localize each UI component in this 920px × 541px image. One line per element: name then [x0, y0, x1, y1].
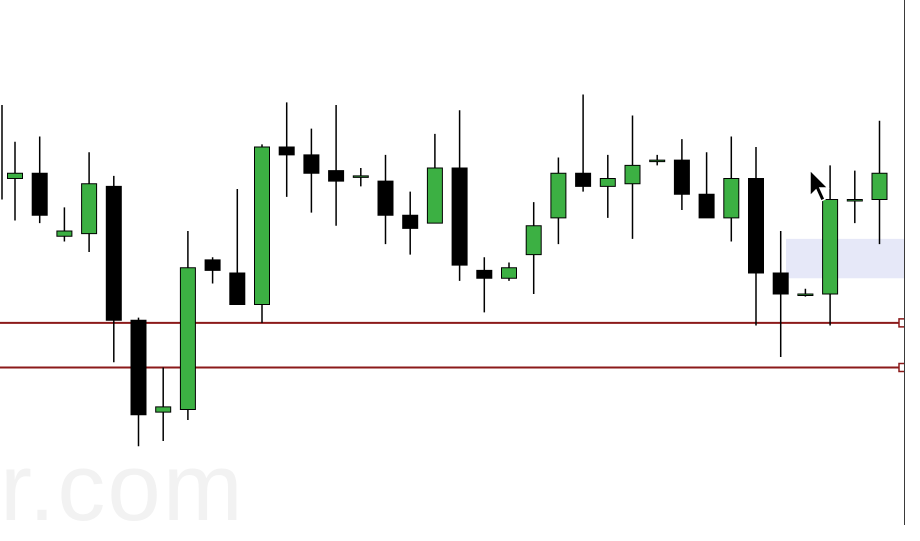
candle-body-bearish [31, 172, 48, 216]
candle-body-bearish [204, 259, 221, 271]
candle [550, 157, 567, 245]
selection-band [786, 238, 904, 279]
candle-body-bearish [772, 272, 789, 295]
candle [328, 105, 345, 226]
candle-body-bearish [303, 154, 320, 174]
candle-body-bullish [624, 164, 641, 185]
candle [624, 115, 641, 239]
candle-body-bearish [698, 193, 715, 219]
candle-body-bullish [501, 267, 517, 279]
candle [698, 152, 715, 219]
candle-body-bearish [476, 269, 493, 279]
watermark-text: r.com [0, 434, 245, 541]
candle-body-bearish [402, 214, 419, 229]
candle-body-bearish [278, 146, 295, 156]
candle-body-bearish [575, 172, 592, 187]
candle [155, 367, 172, 441]
candle-body-bullish [7, 172, 23, 179]
candle-body-bearish [451, 167, 468, 266]
candle [673, 139, 690, 210]
candle [204, 257, 221, 284]
candle [772, 231, 789, 357]
candle [254, 144, 270, 323]
candle [501, 262, 517, 281]
candle [797, 288, 814, 297]
candle-body-bullish [525, 225, 542, 256]
candle-body-bearish [130, 319, 147, 416]
candle-body-bearish [229, 272, 246, 305]
candle-body-bullish [871, 172, 888, 200]
candle-body-bullish [723, 178, 740, 219]
candle-body-bullish [599, 178, 616, 187]
candle [822, 165, 839, 326]
candle [130, 317, 147, 447]
candle-body-bearish [748, 178, 764, 274]
candle-body-bullish [155, 406, 172, 413]
candle-body-bullish [846, 199, 863, 202]
candle [575, 94, 592, 192]
candle [871, 120, 888, 245]
candle [377, 154, 394, 245]
candle [303, 128, 320, 213]
candle [278, 102, 295, 197]
candle-body-bearish [105, 185, 122, 321]
candle-body-bullish [179, 267, 196, 410]
candle [476, 257, 493, 313]
price-axis[interactable] [904, 0, 920, 525]
candle-body-bullish [550, 172, 567, 219]
candle [352, 168, 369, 187]
candle-body-bearish [673, 159, 690, 195]
candle-body-bullish [426, 167, 443, 224]
candle [451, 110, 468, 281]
candle [599, 154, 616, 218]
candle-body-bullish [81, 183, 98, 235]
plot-area [0, 94, 920, 447]
candle [723, 136, 740, 242]
candle [846, 170, 863, 224]
candle-body-bullish [254, 146, 270, 305]
candle-body-bullish [649, 159, 666, 163]
candle [748, 147, 764, 326]
candle [7, 141, 23, 221]
candle [649, 154, 666, 166]
candle-body-bullish [797, 293, 814, 296]
candle-body-bullish [56, 230, 73, 237]
candle [426, 133, 443, 224]
candle [56, 207, 73, 242]
candle [105, 175, 122, 363]
candle-body-bearish [377, 180, 394, 216]
candle-body-bullish [352, 175, 369, 178]
mouse-cursor-icon [809, 168, 830, 203]
candle [402, 191, 419, 255]
candle [229, 189, 246, 305]
candle-body-bullish [822, 199, 839, 295]
candle [179, 231, 196, 420]
candle-body-bearish [328, 170, 345, 182]
candle [31, 136, 48, 224]
candle [525, 202, 542, 294]
candle [81, 152, 98, 252]
